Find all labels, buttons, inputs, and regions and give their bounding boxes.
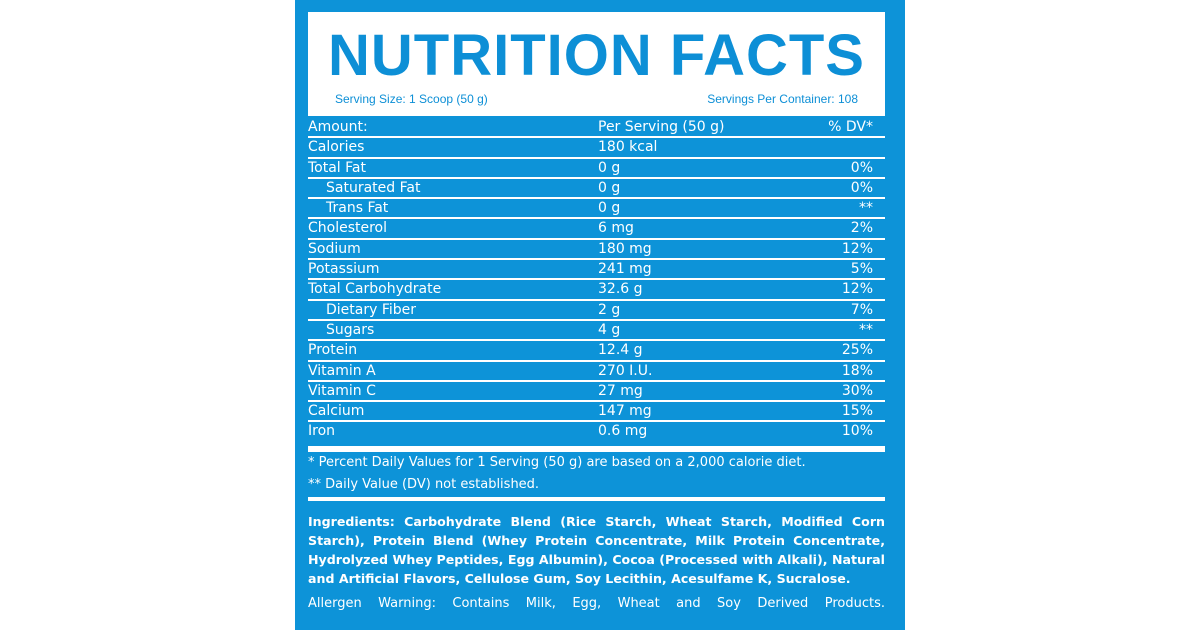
title: NUTRITION FACTS <box>328 23 865 88</box>
nutrient: Trans Fat <box>326 200 389 217</box>
daily-value: 12% <box>841 281 873 298</box>
header: NUTRITION FACTS Serving Size: 1 Scoop (5… <box>308 12 885 116</box>
amount: 180 mg <box>598 240 652 257</box>
amount: Per Serving (50 g) <box>598 119 725 135</box>
nutrient: Potassium <box>308 261 380 278</box>
nutrient: Iron <box>308 423 336 440</box>
nutrition-table: Amount: Per Serving (50 g) % DV* Calories 18… <box>308 118 885 449</box>
daily-value: 25% <box>841 342 873 359</box>
amount: 12.4 g <box>598 342 643 359</box>
table-row: Dietary Fiber 2 g 7% <box>308 301 885 321</box>
amount: 241 mg <box>598 261 652 278</box>
allergen-warning: Allergen Warning: Contains Milk, Egg, Wh… <box>308 596 885 611</box>
nutrient: Total Fat <box>308 159 366 176</box>
nutrient: Total Carbohydrate <box>308 281 442 298</box>
amount: 0 g <box>598 179 621 196</box>
table-row: Sodium 180 mg 12% <box>308 240 885 261</box>
nutrient: Vitamin A <box>308 362 376 379</box>
nutrient: Sodium <box>308 240 361 257</box>
amount: 0.6 mg <box>598 423 648 440</box>
table-row: Trans Fat 0 g ** <box>308 199 885 220</box>
daily-value: 7% <box>850 301 873 318</box>
table-row: Vitamin A 270 I.U. 18% <box>308 362 885 382</box>
nutrient: Cholesterol <box>308 220 388 237</box>
table-row: Amount: Per Serving (50 g) % DV* <box>308 118 885 139</box>
daily-value: ** <box>859 321 873 338</box>
table-row: Saturated Fat 0 g 0% <box>308 179 885 200</box>
daily-value: 12% <box>841 240 873 257</box>
daily-value: % DV* <box>828 119 873 135</box>
amount: 27 mg <box>598 382 643 399</box>
nutrient: Calories <box>308 139 365 156</box>
daily-value: 18% <box>841 362 873 379</box>
daily-value: 10% <box>841 423 873 440</box>
daily-value: 2% <box>850 220 873 237</box>
amount: 147 mg <box>598 403 652 420</box>
amount: 0 g <box>598 159 621 176</box>
divider <box>308 448 885 452</box>
amount: 32.6 g <box>598 281 643 298</box>
divider <box>308 497 885 501</box>
daily-value: 0% <box>850 179 873 196</box>
label-panel: NUTRITION FACTS Serving Size: 1 Scoop (5… <box>295 0 905 630</box>
table-row: Cholesterol 6 mg 2% <box>308 219 885 240</box>
ingredients: Ingredients: Carbohydrate Blend (Rice St… <box>308 514 885 586</box>
amount: 180 kcal <box>598 139 658 156</box>
nutrient: Dietary Fiber <box>326 301 417 318</box>
serving-size: Serving Size: 1 Scoop (50 g) <box>335 92 488 106</box>
table-row: Vitamin C 27 mg 30% <box>308 382 885 403</box>
daily-value: 30% <box>841 382 873 399</box>
nutrient: Sugars <box>326 321 375 338</box>
nutrient: Saturated Fat <box>326 179 421 196</box>
amount: 0 g <box>598 200 621 217</box>
amount: 4 g <box>598 321 621 338</box>
nutrient: Protein <box>308 342 358 359</box>
servings-per-container: Servings Per Container: 108 <box>707 92 858 106</box>
daily-value: ** <box>859 200 873 217</box>
footnote: * Percent Daily Values for 1 Serving (50… <box>308 455 806 470</box>
table-row: Iron 0.6 mg 10% <box>308 422 885 449</box>
table-row: Total Fat 0 g 0% <box>308 159 885 179</box>
amount: 270 I.U. <box>598 362 653 379</box>
nutrient: Amount: <box>308 119 368 135</box>
table-row: Protein 12.4 g 25% <box>308 341 885 362</box>
nutrient: Calcium <box>308 403 365 420</box>
footnote: ** Daily Value (DV) not established. <box>308 477 540 492</box>
daily-value: 0% <box>850 159 873 176</box>
table-row: Total Carbohydrate 32.6 g 12% <box>308 280 885 301</box>
amount: 6 mg <box>598 220 634 237</box>
nutrient: Vitamin C <box>308 382 376 399</box>
daily-value: 15% <box>841 403 873 420</box>
amount: 2 g <box>598 301 621 318</box>
table-row: Potassium 241 mg 5% <box>308 260 885 281</box>
table-row: Calcium 147 mg 15% <box>308 402 885 423</box>
daily-value: 5% <box>850 261 873 278</box>
table-row: Calories 180 kcal <box>308 138 885 159</box>
table-row: Sugars 4 g ** <box>308 321 885 342</box>
